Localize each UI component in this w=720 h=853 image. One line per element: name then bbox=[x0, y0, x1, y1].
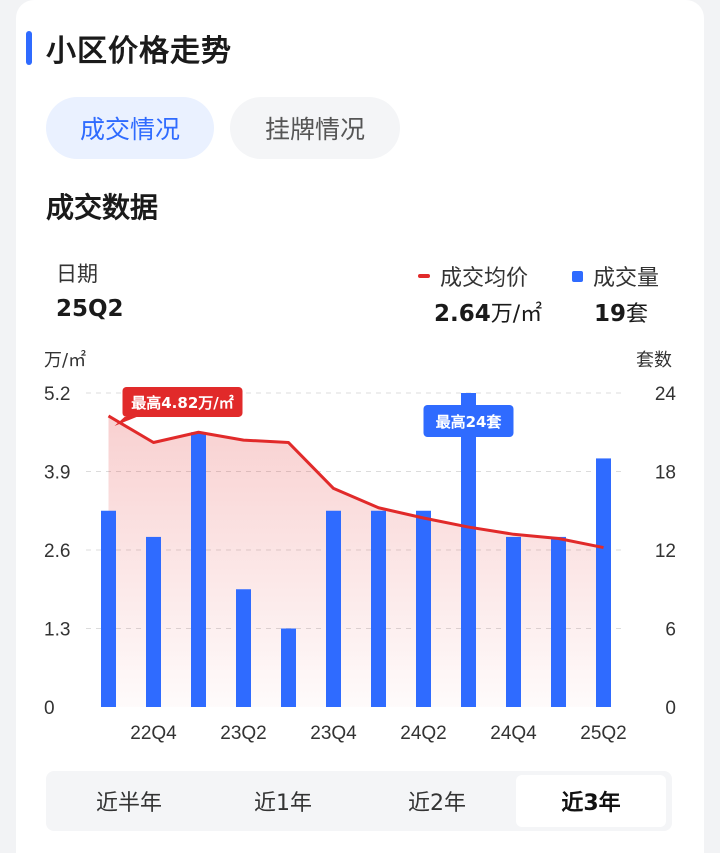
volume-bar bbox=[461, 393, 476, 707]
volume-unit: 套 bbox=[626, 302, 649, 327]
x-tick-label: 23Q4 bbox=[310, 723, 357, 744]
volume-bar bbox=[101, 510, 116, 707]
volume-max-label: 最高24套 bbox=[436, 413, 503, 431]
price-max-label: 最高4.82万/㎡ bbox=[131, 394, 234, 412]
left-tick-label: 1.3 bbox=[44, 620, 70, 641]
left-axis-unit: 万/㎡ bbox=[44, 350, 87, 371]
x-tick-label: 24Q2 bbox=[400, 723, 446, 744]
volume-readout: 19套 bbox=[594, 296, 648, 328]
price-area bbox=[108, 415, 604, 707]
right-tick-label: 0 bbox=[665, 698, 676, 719]
legend-volume: 成交量 bbox=[572, 260, 659, 292]
volume-bar bbox=[371, 510, 386, 707]
x-tick-label: 24Q4 bbox=[490, 723, 537, 744]
price-unit: 万/㎡ bbox=[490, 302, 543, 327]
right-axis-unit: 套数 bbox=[636, 350, 672, 371]
date-value: 25Q2 bbox=[56, 296, 124, 322]
volume-bar bbox=[191, 432, 206, 707]
volume-bar bbox=[506, 536, 521, 707]
left-tick-label: 3.9 bbox=[44, 463, 70, 484]
volume-bar bbox=[596, 458, 611, 707]
volume-number: 19 bbox=[594, 301, 627, 327]
x-tick-label: 22Q4 bbox=[130, 723, 177, 744]
tab-listing[interactable]: 挂牌情况 bbox=[230, 97, 400, 159]
volume-bar bbox=[146, 536, 161, 707]
price-volume-chart[interactable]: 0 0 1.3 6 2.6 12 3.9 18 5.2 24 22Q4 23Q2 23Q4 24Q2 24Q… bbox=[16, 0, 704, 760]
left-tick-label: 2.6 bbox=[44, 541, 70, 562]
volume-max-tag bbox=[423, 405, 514, 437]
right-tick-label: 18 bbox=[655, 463, 676, 484]
range-3-year[interactable]: 近3年 bbox=[516, 775, 666, 827]
price-number: 2.64 bbox=[434, 301, 491, 327]
price-max-tag bbox=[122, 386, 243, 417]
volume-bar bbox=[416, 510, 431, 707]
legend-price: 成交均价 bbox=[418, 260, 528, 292]
bar-legend-icon bbox=[572, 270, 583, 282]
price-trend-card: 小区价格走势 成交情况 挂牌情况 成交数据 日期 25Q2 成交均价 成交量 2… bbox=[16, 0, 704, 853]
volume-bar bbox=[281, 628, 296, 707]
volume-bar bbox=[551, 536, 566, 707]
price-max-tag-pointer bbox=[114, 416, 137, 426]
section-accent-bar bbox=[26, 31, 32, 65]
range-2-year[interactable]: 近2年 bbox=[408, 791, 466, 816]
range-selector: 近半年 近1年 近2年 近3年 bbox=[46, 771, 672, 831]
tab-deal[interactable]: 成交情况 bbox=[46, 97, 214, 159]
left-tick-label: 0 bbox=[44, 698, 55, 719]
section-title: 小区价格走势 bbox=[46, 34, 232, 69]
price-line bbox=[107, 414, 604, 550]
legend-price-label: 成交均价 bbox=[440, 266, 529, 291]
right-tick-label: 6 bbox=[665, 620, 676, 641]
legend-volume-label: 成交量 bbox=[593, 266, 660, 291]
volume-bar bbox=[326, 510, 341, 707]
range-half-year[interactable]: 近半年 bbox=[95, 791, 162, 816]
x-tick-label: 25Q2 bbox=[580, 723, 626, 744]
right-tick-label: 24 bbox=[655, 384, 677, 405]
right-tick-label: 12 bbox=[655, 541, 676, 562]
volume-bar bbox=[236, 589, 251, 707]
line-legend-icon bbox=[418, 274, 430, 278]
deal-data-title: 成交数据 bbox=[46, 191, 159, 224]
left-tick-label: 5.2 bbox=[44, 384, 70, 405]
range-1-year[interactable]: 近1年 bbox=[254, 791, 312, 816]
date-label: 日期 bbox=[56, 262, 98, 286]
x-tick-label: 23Q2 bbox=[220, 723, 266, 744]
price-readout: 2.64万/㎡ bbox=[434, 296, 542, 328]
